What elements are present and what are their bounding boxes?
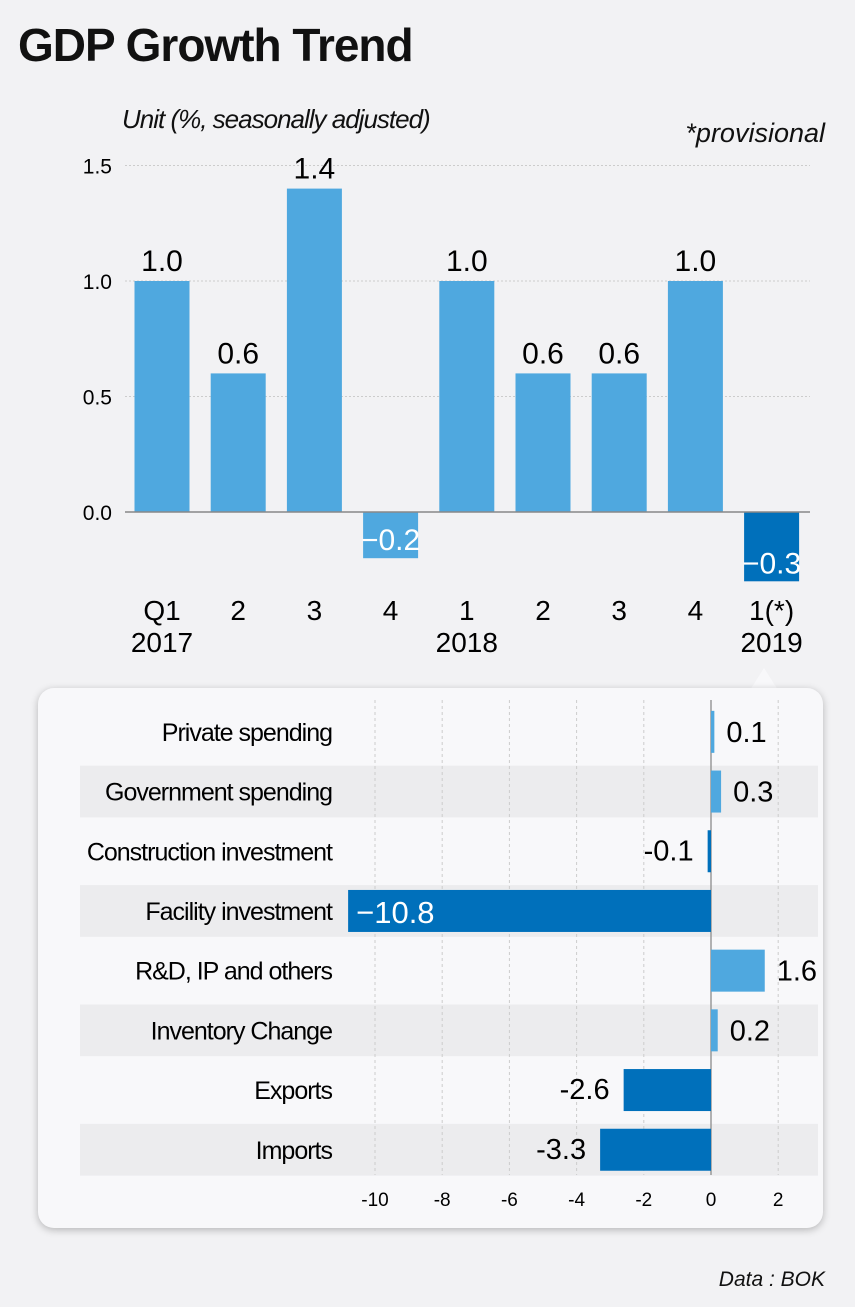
bar [348,889,711,932]
data-label: 1.0 [446,245,488,278]
y-tick-label: 0.0 [83,502,112,525]
category-label: R&D, IP and others [135,958,332,986]
row-shade [80,1004,818,1057]
data-label: 0.6 [217,337,259,370]
bar [711,770,722,813]
data-label: 1.0 [141,245,183,278]
data-label: -2.6 [560,1074,610,1106]
gdp-bar-chart: 0.00.51.01.51.0Q120170.621.43−0.241.0120… [83,153,810,658]
bar [744,512,800,582]
y-tick-label: 0.5 [83,387,112,410]
bar [711,949,765,992]
bar [623,1069,711,1112]
data-label: -0.1 [644,835,694,867]
callout-pointer [750,668,778,690]
x-tick-label: 2 [773,1190,784,1211]
x-tick-label: 4 [688,595,704,626]
category-label: Facility investment [145,898,333,926]
data-label: −0.3 [742,547,801,580]
data-label: -3.3 [536,1134,586,1166]
category-label: Imports [256,1137,333,1165]
x-tick-label: 3 [611,595,627,626]
category-label: Government spending [105,779,332,807]
x-tick-label: -6 [501,1190,518,1211]
bar [711,1009,718,1052]
category-label: Exports [254,1077,332,1105]
unit-label: Unit (%, seasonally adjusted) [122,104,431,134]
data-label: −10.8 [356,895,434,930]
bar [439,281,495,512]
breakdown-bar-chart: -10 -8 -6 -4 -2 0 2 Private spending 0.1 Governme… [80,700,818,1211]
data-label: 0.3 [733,777,773,809]
x-tick-label: 3 [307,595,323,626]
year-label: 2018 [436,627,498,658]
bar [363,512,419,559]
year-label: 2017 [131,627,193,658]
bar [515,373,571,512]
data-label: 0.2 [730,1015,770,1047]
x-tick-label: 2 [535,595,551,626]
x-tick-label: 0 [706,1190,717,1211]
page-title: GDP Growth Trend [18,19,414,71]
bar [286,188,342,512]
bar [600,1128,711,1171]
y-tick-label: 1.5 [83,156,112,179]
category-label: Private spending [162,719,332,747]
bar [711,710,715,753]
x-tick-label: -8 [434,1190,451,1211]
category-label: Construction investment [87,838,333,866]
x-tick-label: -4 [568,1190,585,1211]
data-label: 0.6 [598,337,640,370]
year-label: 2019 [740,627,802,658]
bar [591,373,647,512]
bar [210,373,266,512]
x-tick-label: 2 [230,595,246,626]
y-tick-label: 1.0 [83,271,112,294]
data-label: 1.0 [675,245,717,278]
data-label: 0.6 [522,337,564,370]
row-shade [80,765,818,818]
data-label: 1.6 [777,956,817,988]
category-label: Inventory Change [151,1017,332,1045]
data-label: 0.1 [726,717,766,749]
bar [134,281,190,512]
provisional-note: *provisional [685,118,825,148]
bar [707,830,711,873]
x-tick-label: -10 [361,1190,388,1211]
x-tick-label: -2 [635,1190,652,1211]
x-tick-label: 1(*) [749,595,794,626]
data-label: 1.4 [294,153,336,186]
bar [667,281,723,512]
x-tick-label: 4 [383,595,399,626]
x-tick-label: 1 [459,595,475,626]
source-label: Data : BOK [718,1268,825,1291]
data-label: −0.2 [361,524,420,557]
x-tick-label: Q1 [143,595,180,626]
